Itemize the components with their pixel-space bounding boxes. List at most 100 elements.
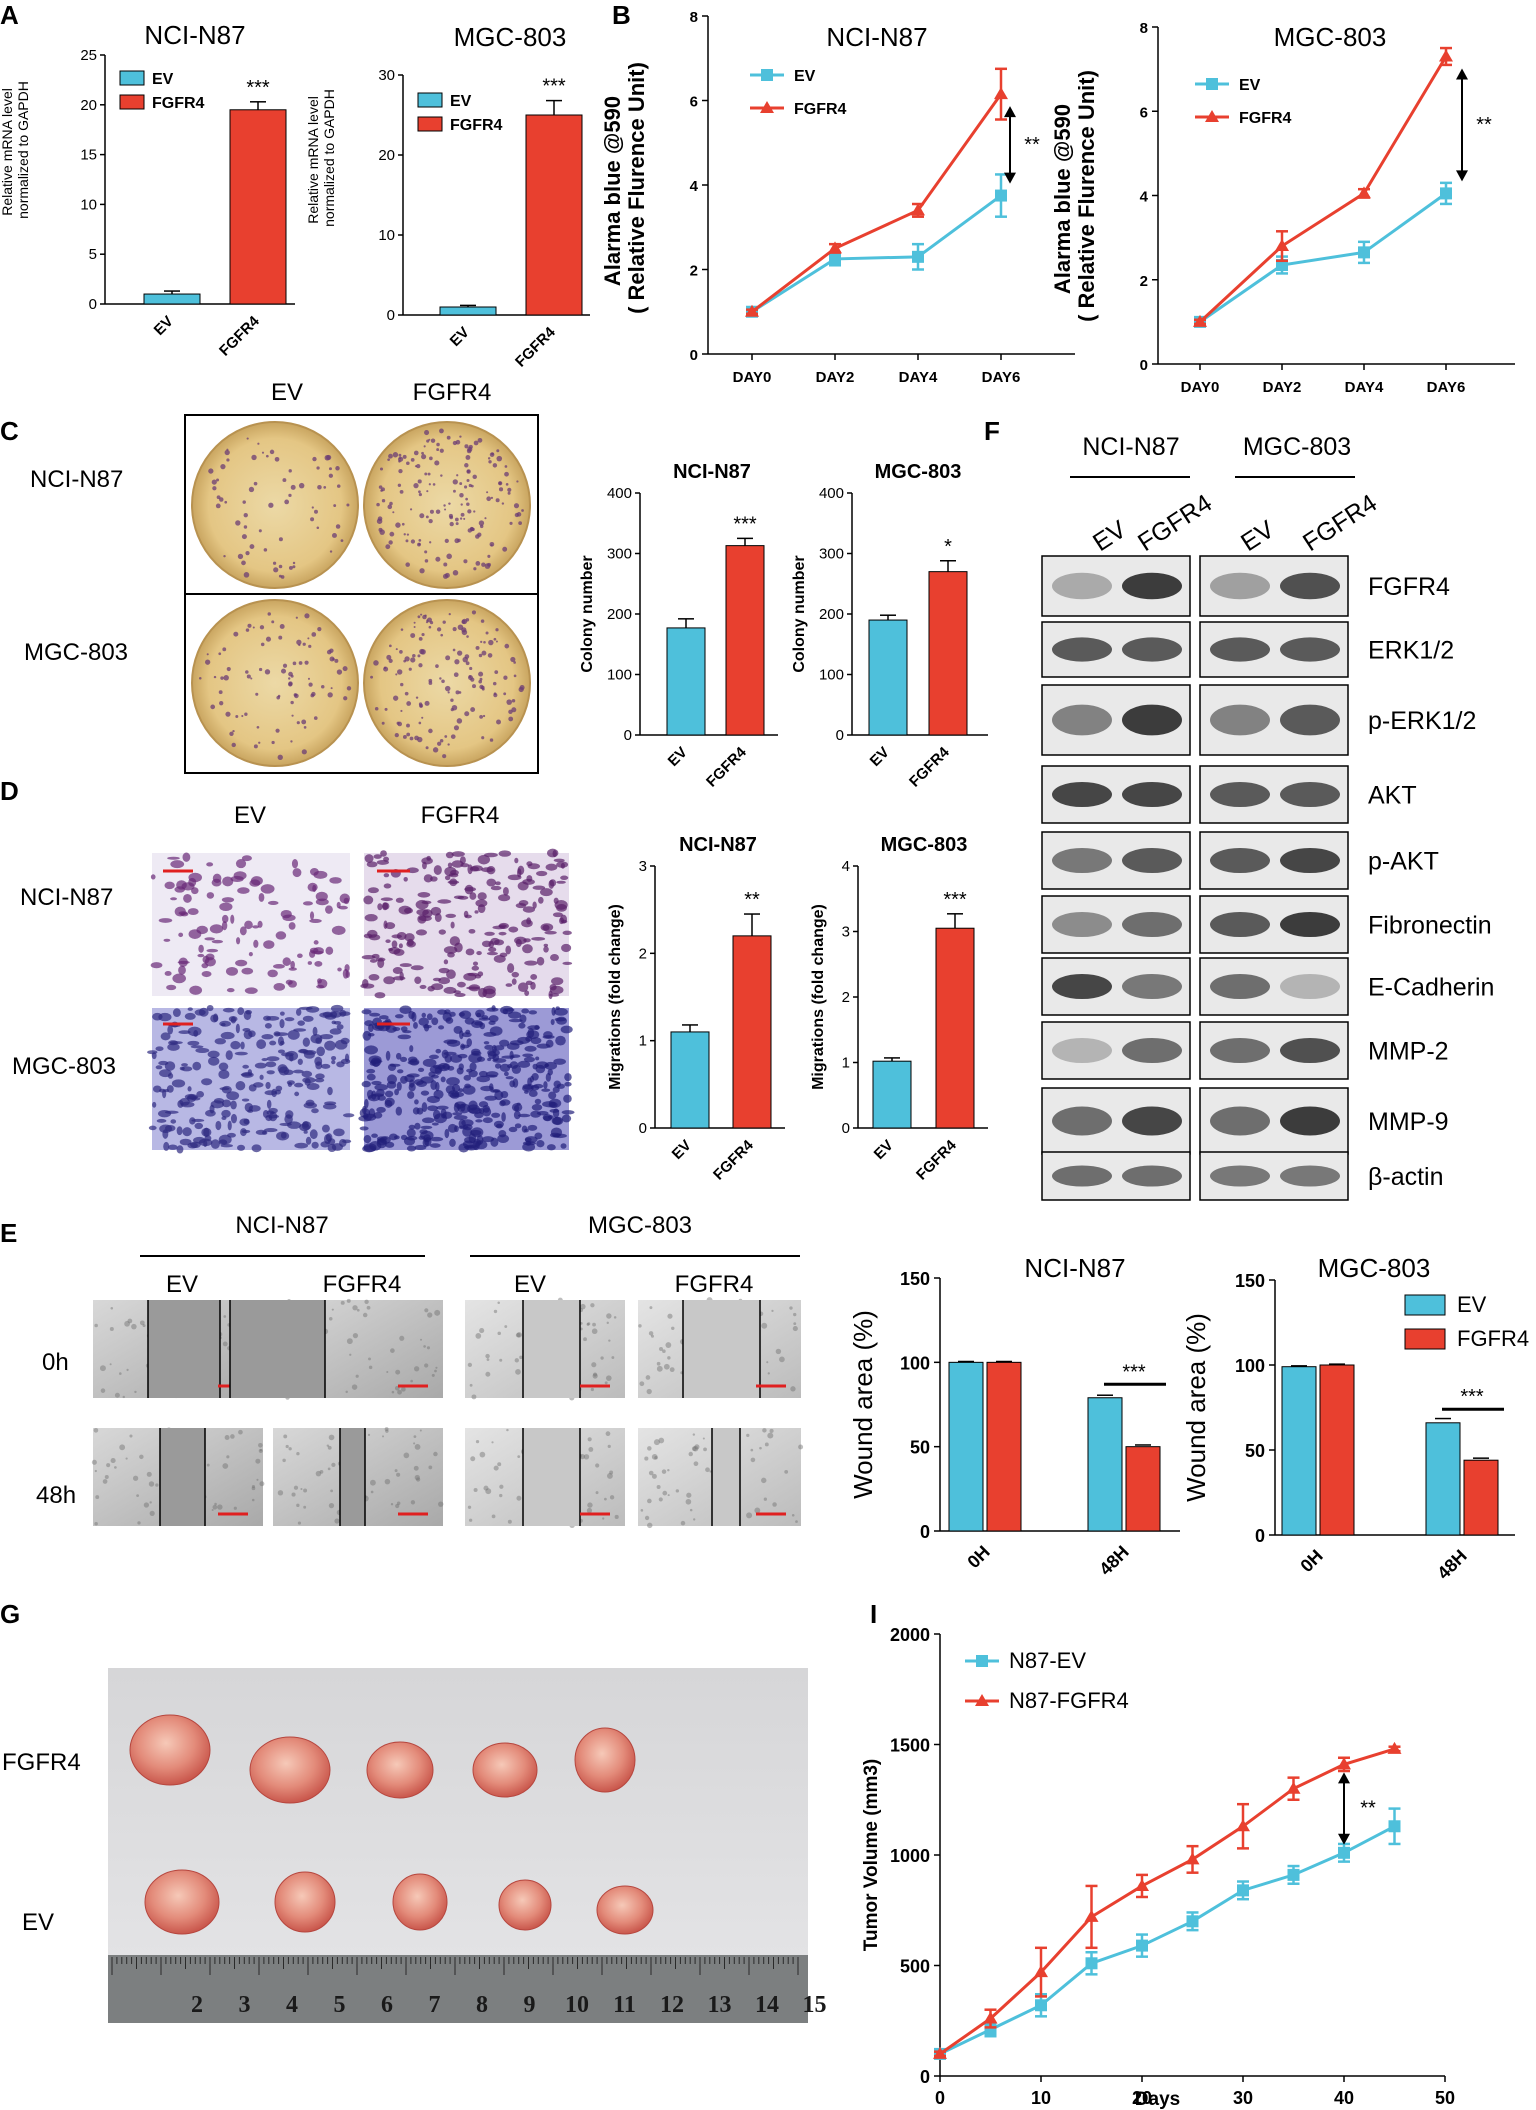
bar-fgfr4-0h — [986, 1361, 1022, 1532]
cell — [435, 1366, 438, 1369]
y-tick-label: 0 — [920, 1522, 930, 1542]
cell — [605, 1431, 611, 1437]
cell — [653, 1439, 660, 1446]
cell — [410, 965, 424, 971]
panel-a-ylabel-1: Relative mRNA level normalized to GAPDH — [0, 81, 31, 219]
colony — [399, 650, 403, 654]
cell — [220, 1031, 235, 1040]
colony — [290, 740, 293, 743]
y-tick-label: 0 — [842, 1120, 850, 1137]
band-label-erk1-2: ERK1/2 — [1368, 637, 1454, 665]
colony — [513, 503, 520, 509]
x-tick-label: DAY0 — [733, 369, 772, 386]
colony — [490, 496, 494, 500]
cell — [459, 1010, 472, 1019]
cell — [541, 1088, 551, 1092]
colony — [346, 686, 352, 691]
y-tick-label: 0 — [1140, 357, 1148, 374]
cell — [606, 1313, 612, 1319]
cell — [396, 1472, 401, 1477]
cell — [591, 1362, 597, 1368]
cell — [327, 1467, 331, 1471]
cell — [395, 1369, 401, 1375]
colony — [421, 632, 425, 637]
cell — [406, 1073, 420, 1078]
cell — [218, 1069, 230, 1080]
data-point-n87-ev — [1136, 1939, 1148, 1952]
colony — [421, 454, 427, 460]
cell — [400, 1075, 408, 1084]
cell — [329, 1028, 342, 1035]
cell — [328, 1317, 333, 1321]
data-point-n87-ev — [1338, 1846, 1350, 1859]
cell — [560, 875, 569, 880]
cell — [361, 1080, 371, 1088]
cell — [293, 1028, 307, 1032]
dish-mgc803-ev — [191, 599, 359, 767]
cell — [665, 1342, 672, 1348]
colony — [336, 669, 343, 675]
cell — [230, 1434, 235, 1439]
colony — [406, 533, 410, 536]
colony — [486, 491, 489, 494]
cell — [314, 961, 323, 967]
cell — [447, 952, 455, 958]
cell — [242, 1064, 249, 1069]
colony — [213, 675, 217, 679]
panel-letter-b: B — [612, 0, 631, 30]
cell — [465, 948, 475, 956]
cell — [471, 965, 480, 971]
colony — [420, 649, 426, 655]
colony — [293, 693, 298, 697]
cell — [303, 1050, 315, 1059]
colony — [428, 438, 431, 441]
cell — [395, 1052, 402, 1060]
colony — [225, 711, 231, 717]
cell — [606, 1472, 613, 1479]
cell — [331, 1059, 336, 1065]
cell — [656, 1485, 661, 1490]
cell — [297, 1521, 302, 1525]
colony — [255, 692, 259, 696]
colony — [400, 709, 403, 713]
data-point-fgfr4 — [1357, 186, 1371, 199]
cell — [406, 1145, 417, 1152]
band — [1052, 637, 1112, 662]
cell — [779, 1356, 785, 1363]
colony — [439, 448, 444, 453]
data-point-n87-fgfr4 — [1337, 1757, 1351, 1770]
cell — [561, 1110, 575, 1115]
cell — [508, 1126, 518, 1133]
cell — [322, 1103, 337, 1110]
colony — [465, 455, 471, 460]
cell — [396, 1081, 402, 1091]
data-point-n87-ev — [1085, 1957, 1098, 1970]
cell — [136, 1494, 140, 1497]
cell — [391, 940, 398, 949]
bar-ev — [666, 627, 706, 736]
cell — [359, 1126, 369, 1131]
colony — [251, 454, 257, 461]
cell — [517, 1060, 531, 1068]
cell — [311, 1108, 319, 1114]
cell — [437, 1062, 451, 1072]
colony — [477, 532, 482, 537]
cell — [600, 1356, 604, 1360]
panel-f-lane-fgfr4-1: FGFR4 — [1133, 489, 1217, 557]
cell — [519, 1355, 523, 1360]
colony — [243, 572, 250, 578]
colony — [483, 640, 486, 644]
colony — [279, 624, 285, 629]
colony — [274, 456, 280, 462]
cell — [309, 1129, 318, 1140]
cell — [209, 924, 224, 934]
bar-fgfr4-0h — [1319, 1364, 1355, 1536]
colony — [421, 451, 424, 455]
cell — [422, 1117, 435, 1124]
colony — [475, 645, 480, 650]
colony — [269, 449, 275, 455]
cell — [491, 1441, 494, 1444]
cell — [219, 902, 233, 912]
y-tick-label: 20 — [378, 147, 395, 164]
colony — [513, 674, 517, 678]
